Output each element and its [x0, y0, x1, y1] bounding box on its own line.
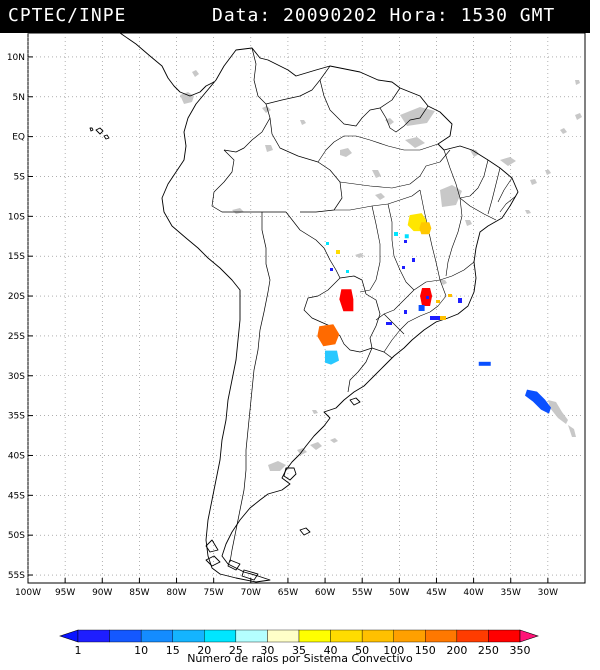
lat-tick-label: 40S	[8, 451, 25, 461]
legend-bin-label: 10	[134, 644, 148, 657]
legend-bin-label: 250	[478, 644, 499, 657]
legend-bin-label: 35	[292, 644, 306, 657]
lat-tick-label: 45S	[8, 491, 25, 501]
legend-bin-label: 200	[446, 644, 467, 657]
lat-tick-label: 10S	[8, 212, 25, 222]
lat-tick-label: 5N	[13, 93, 25, 103]
lat-tick-label: 55S	[8, 571, 25, 581]
legend-swatch	[330, 629, 363, 643]
legend-bin-label: 350	[510, 644, 531, 657]
convective-system	[404, 234, 409, 239]
lon-tick-label: 55W	[352, 588, 372, 598]
legend-bin-label: 30	[260, 644, 274, 657]
small-convective-cells	[326, 232, 462, 325]
legend-swatch	[172, 629, 205, 643]
lon-tick-label: 75W	[203, 588, 223, 598]
lon-tick-label: 30W	[538, 588, 558, 598]
legend-swatch	[298, 629, 331, 643]
legend-bin-label: 25	[229, 644, 243, 657]
convective-system	[478, 361, 491, 366]
lon-tick-label: 85W	[129, 588, 149, 598]
legend-swatch	[267, 629, 300, 643]
legend-bin-label: 20	[197, 644, 211, 657]
legend-swatch	[77, 629, 110, 643]
lat-tick-label: 15S	[8, 252, 25, 262]
coastline	[89, 32, 519, 583]
convective-system	[317, 324, 340, 347]
legend-left-cap	[59, 629, 79, 643]
lon-tick-label: 100W	[15, 588, 41, 598]
map-frame	[27, 32, 586, 584]
lon-tick-label: 45W	[426, 588, 446, 598]
lat-tick-label: 50S	[8, 531, 25, 541]
legend-colorbar: 1 10 15 20 25 30 35 40 50 100 150 200 250 350	[59, 629, 539, 657]
lat-tick-label: 30S	[8, 372, 25, 382]
convective-system	[325, 350, 340, 365]
lat-tick-label: 10N	[7, 53, 25, 63]
legend-bin-label: 150	[415, 644, 436, 657]
legend-swatch	[488, 629, 521, 643]
lon-tick-label: 95W	[55, 588, 75, 598]
convective-system	[339, 289, 354, 312]
lat-tick-label: 5S	[14, 172, 26, 182]
legend-bin-label: 15	[166, 644, 180, 657]
legend-bin-label: 1	[75, 644, 82, 657]
datetime-title: Data: 20090202 Hora: 1530 GMT	[212, 5, 556, 26]
legend-caption: Numero de raios por Sistema Convectivo	[187, 652, 413, 665]
legend-swatch	[393, 629, 426, 643]
lon-tick-label: 80W	[166, 588, 186, 598]
lon-tick-label: 90W	[92, 588, 112, 598]
legend-swatch	[235, 629, 268, 643]
state-borders	[317, 135, 517, 353]
legend-swatch	[456, 629, 489, 643]
lon-tick-label: 60W	[315, 588, 335, 598]
legend-bin-label: 40	[324, 644, 338, 657]
longitude-labels: 100W 95W 90W 85W 80W 75W 70W 65W 60W 55W 50W 45W 40W…	[15, 588, 558, 598]
convective-system	[525, 389, 552, 414]
convective-system	[419, 222, 432, 235]
convective-system	[418, 305, 425, 311]
country-borders	[211, 47, 429, 563]
legend-swatch	[109, 629, 142, 643]
lon-tick-label: 65W	[278, 588, 298, 598]
legend-right-cap	[519, 629, 539, 643]
legend-swatch	[361, 629, 394, 643]
lon-tick-label: 70W	[241, 588, 261, 598]
title-bar: CPTEC/INPE Data: 20090202 Hora: 1530 GMT	[0, 0, 590, 33]
lat-tick-label: 35S	[8, 412, 25, 422]
lat-tick-label: EQ	[12, 133, 25, 143]
lat-tick-label: 25S	[8, 332, 25, 342]
lon-tick-label: 40W	[463, 588, 483, 598]
agency-title: CPTEC/INPE	[8, 5, 127, 26]
lon-tick-label: 50W	[389, 588, 409, 598]
legend-bin-label: 50	[355, 644, 369, 657]
latitude-labels: 10N 5N EQ 5S 10S 15S 20S 25S 30S 35S 40S 45S 50S 55S	[7, 53, 25, 581]
legend-bin-label: 100	[383, 644, 404, 657]
cloud-patches	[180, 70, 582, 471]
lon-tick-label: 35W	[501, 588, 521, 598]
legend-swatch	[140, 629, 173, 643]
lat-tick-label: 20S	[8, 292, 25, 302]
lat-lon-grid	[27, 33, 585, 583]
legend-swatch	[425, 629, 458, 643]
legend-swatch	[204, 629, 237, 643]
